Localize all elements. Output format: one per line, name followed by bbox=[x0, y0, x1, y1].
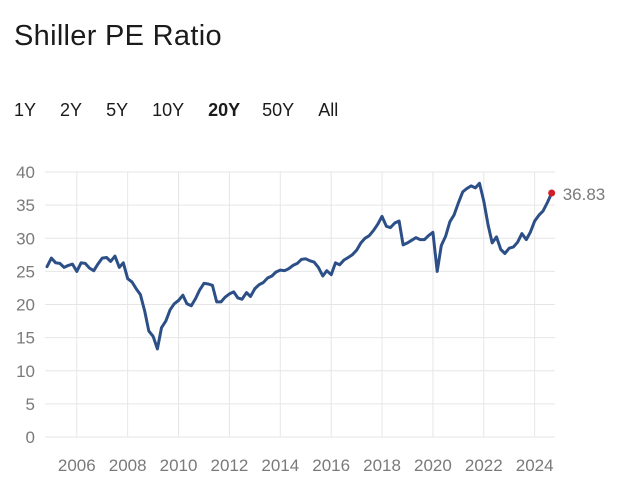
range-50y[interactable]: 50Y bbox=[262, 100, 295, 120]
y-tick-label: 15 bbox=[16, 329, 35, 348]
page-title: Shiller PE Ratio bbox=[14, 20, 222, 52]
range-10y[interactable]: 10Y bbox=[152, 100, 185, 120]
range-2y[interactable]: 2Y bbox=[60, 100, 83, 120]
x-tick-label: 2020 bbox=[414, 456, 452, 475]
x-tick-label: 2006 bbox=[58, 456, 96, 475]
range-20y[interactable]: 20Y bbox=[208, 100, 241, 120]
x-tick-label: 2014 bbox=[261, 456, 299, 475]
range-selector: 1Y 2Y 5Y 10Y 20Y 50Y All bbox=[14, 100, 338, 121]
y-tick-label: 5 bbox=[26, 395, 35, 414]
y-tick-label: 0 bbox=[26, 428, 35, 447]
x-tick-label: 2010 bbox=[160, 456, 198, 475]
x-tick-label: 2022 bbox=[465, 456, 503, 475]
y-tick-label: 25 bbox=[16, 262, 35, 281]
y-tick-label: 20 bbox=[16, 296, 35, 315]
y-tick-label: 35 bbox=[16, 196, 35, 215]
y-tick-label: 30 bbox=[16, 229, 35, 248]
last-value-label: 36.83 bbox=[563, 185, 606, 204]
range-5y[interactable]: 5Y bbox=[106, 100, 129, 120]
x-tick-label: 2024 bbox=[516, 456, 554, 475]
range-all[interactable]: All bbox=[318, 100, 339, 120]
range-1y[interactable]: 1Y bbox=[14, 100, 37, 120]
y-tick-label: 40 bbox=[16, 163, 35, 182]
x-tick-label: 2008 bbox=[109, 456, 147, 475]
pe-ratio-line bbox=[45, 181, 554, 351]
x-tick-label: 2016 bbox=[312, 456, 350, 475]
y-tick-label: 10 bbox=[16, 362, 35, 381]
x-tick-label: 2012 bbox=[210, 456, 248, 475]
x-tick-label: 2018 bbox=[363, 456, 401, 475]
last-value-marker bbox=[548, 189, 556, 197]
